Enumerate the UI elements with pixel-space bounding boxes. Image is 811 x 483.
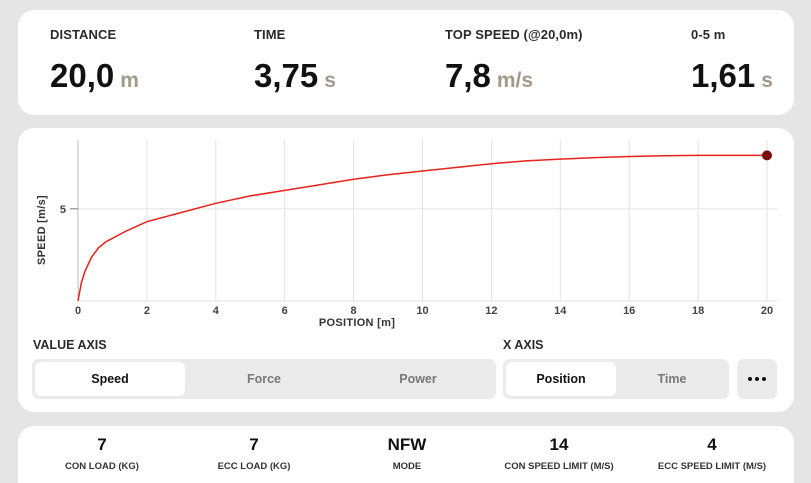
value-axis-option-power[interactable]: Power [399, 372, 437, 386]
x-tick-label: 14 [554, 305, 567, 317]
x-tick-label: 0 [75, 305, 81, 317]
value-axis-segmented-control: Speed Force Power [32, 359, 496, 399]
settings-card: 7 CON LOAD (KG) 7 ECC LOAD (KG) NFW MODE… [18, 426, 794, 483]
metric-label: TIME [254, 27, 286, 42]
x-axis-option-position[interactable]: Position [506, 362, 616, 396]
metric-value: 3,75 [254, 57, 319, 94]
ellipsis-icon [747, 377, 768, 381]
x-axis-title: POSITION [m] [319, 317, 395, 329]
setting-label: ECC LOAD (KG) [217, 461, 291, 472]
metric-value: 7,8 [445, 57, 491, 94]
x-tick-label: 16 [623, 305, 635, 317]
x-tick-label: 6 [282, 305, 288, 317]
value-axis-option-speed[interactable]: Speed [35, 362, 185, 396]
metrics-card: DISTANCE 20,0 m TIME 3,75 s TOP SPEED (@20… [18, 10, 794, 115]
speed-chart: 0 2 4 6 8 10 12 14 16 18 20 5 POSITION [m] SPEED [m… [36, 140, 777, 329]
x-tick-label: 10 [416, 305, 428, 317]
x-tick-label: 2 [144, 305, 150, 317]
metric-value: 1,61 [691, 57, 756, 94]
chart-card: 0 2 4 6 8 10 12 14 16 18 20 5 POSITION [m] SPEED [m… [18, 128, 794, 412]
value-axis-option-force[interactable]: Force [246, 372, 282, 386]
metric-label: TOP SPEED (@20,0m) [445, 27, 583, 42]
x-axis-segmented-control: Position Time [503, 359, 729, 399]
metric-value: 20,0 [50, 57, 115, 94]
metric-unit: s [761, 69, 773, 92]
setting-value: 7 [97, 435, 107, 454]
x-tick-label: 12 [485, 305, 497, 317]
setting-label: CON LOAD (KG) [65, 461, 139, 472]
x-tick-label: 20 [761, 305, 773, 317]
setting-value: 7 [249, 435, 259, 454]
setting-value: 4 [707, 435, 717, 454]
metric-label: DISTANCE [50, 27, 117, 42]
x-tick-label: 18 [692, 305, 704, 317]
more-options-button[interactable] [737, 359, 777, 399]
x-axis-option-time[interactable]: Time [657, 372, 687, 386]
y-tick-label: 5 [60, 204, 66, 216]
speed-series-line [77, 154, 767, 302]
x-tick-label: 8 [351, 305, 357, 317]
x-tick-label: 4 [213, 305, 220, 317]
metric-unit: m/s [496, 69, 534, 92]
value-axis-label: VALUE AXIS [33, 338, 107, 352]
x-axis-label: X AXIS [503, 338, 544, 352]
setting-label: ECC SPEED LIMIT (M/S) [657, 461, 767, 472]
setting-value: NFW [387, 435, 427, 454]
metric-unit: s [324, 69, 336, 92]
metric-unit: m [120, 69, 139, 92]
setting-label: MODE [392, 461, 422, 472]
series-endpoint-marker [762, 150, 772, 161]
y-axis-title: SPEED [m/s] [36, 195, 48, 265]
setting-label: CON SPEED LIMIT (M/S) [504, 461, 614, 472]
metric-label: 0-5 m [691, 27, 726, 42]
setting-value: 14 [549, 435, 569, 454]
